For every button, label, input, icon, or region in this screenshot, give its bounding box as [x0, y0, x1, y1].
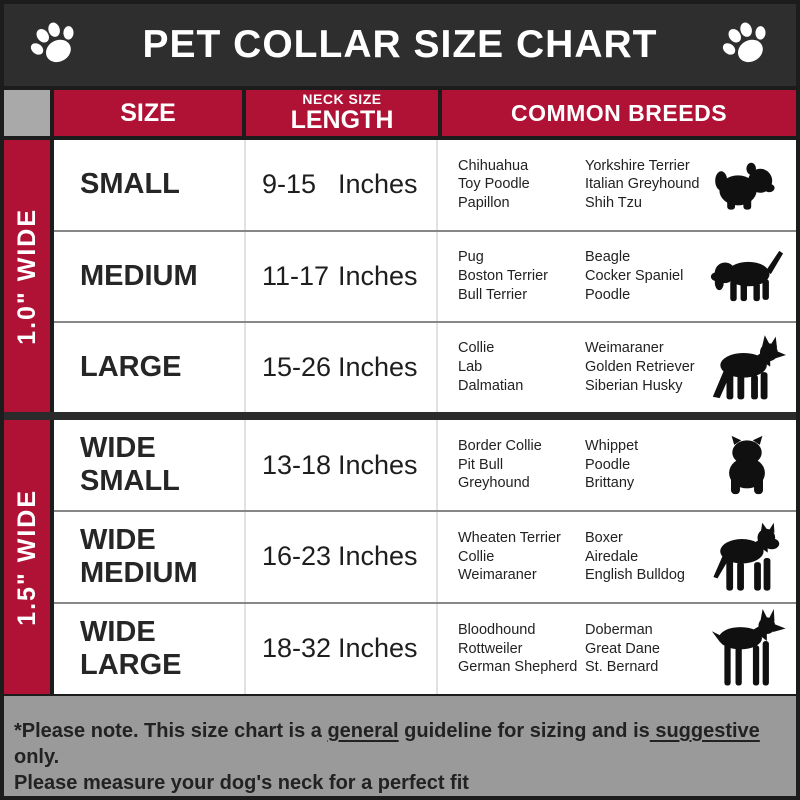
length-cell: 18-32 Inches [244, 603, 438, 694]
german-shepherd-icon [706, 331, 796, 405]
size-value: MEDIUM [80, 259, 198, 292]
beagle-icon [706, 247, 796, 305]
breeds-list-1: Pug Boston Terrier Bull Terrier [458, 248, 548, 303]
breeds-list-1: Wheaten Terrier Collie Weimaraner [458, 529, 561, 584]
length-label: LENGTH [290, 106, 394, 135]
neck-size-label: NECK SIZE [302, 91, 382, 108]
neck-range: 9-15 [262, 169, 317, 200]
table-row-wide-medium: WIDE MEDIUM 16-23 Inches Wheaten Terrier… [54, 510, 796, 602]
collar-group-1point5-inch: 1.5" WIDE WIDE SMALL 13-18 Inches Border… [4, 420, 796, 694]
size-cell: LARGE [54, 323, 244, 412]
length-cell: 9-15 Inches [244, 140, 438, 230]
table-row-large: LARGE 15-26 Inches Collie Lab Dalmatian … [54, 320, 796, 413]
group-width-label: 1.5" WIDE [12, 488, 41, 626]
breeds-list-2: Doberman Great Dane St. Bernard [585, 621, 660, 676]
corner-cell [4, 89, 50, 137]
breeds-cell: Wheaten Terrier Collie Weimaraner Boxer … [438, 512, 796, 602]
column-header-row: SIZE NECK SIZE LENGTH COMMON BREEDS [4, 89, 796, 137]
bulldog-icon [706, 434, 796, 496]
size-value: WIDE MEDIUM [80, 523, 198, 589]
breeds-list-1: Collie Lab Dalmatian [458, 340, 524, 395]
collar-group-1-inch: 1.0" WIDE SMALL 9-15 Inches Chihuahua To… [4, 140, 796, 413]
breeds-cell: Bloodhound Rottweiler German Shepherd Do… [438, 604, 796, 694]
breeds-list-2: Weimaraner Golden Retriever Siberian Hus… [585, 340, 695, 395]
length-cell: 11-17 Inches [244, 231, 438, 321]
chart-header: PET COLLAR SIZE CHART [4, 4, 796, 86]
column-header-length: NECK SIZE LENGTH [246, 89, 438, 137]
neck-unit: Inches [338, 541, 418, 572]
footer-note-line-2: Please measure your dog's neck for a per… [14, 771, 469, 794]
group-rows: WIDE SMALL 13-18 Inches Border Collie Pi… [54, 420, 796, 694]
table-row-small: SMALL 9-15 Inches Chihuahua Toy Poodle P… [54, 140, 796, 230]
column-header-size: SIZE [54, 89, 242, 137]
toy-dog-icon [706, 158, 796, 212]
paw-print-icon [30, 22, 74, 62]
page-title: PET COLLAR SIZE CHART [142, 22, 658, 66]
neck-unit: Inches [338, 169, 418, 200]
group-width-label: 1.0" WIDE [12, 207, 41, 345]
breeds-list-2: Whippet Poodle Brittany [585, 437, 639, 492]
group-width-band: 1.5" WIDE [4, 420, 50, 694]
column-header-breeds: COMMON BREEDS [442, 89, 796, 137]
note-text: only. [14, 745, 60, 768]
breeds-cell: Border Collie Pit Bull Greyhound Whippet… [438, 420, 796, 510]
neck-range: 18-32 [262, 633, 332, 664]
size-value: LARGE [80, 350, 182, 383]
breeds-list-1: Border Collie Pit Bull Greyhound [458, 437, 542, 492]
breeds-cell: Chihuahua Toy Poodle Papillon Yorkshire … [438, 140, 796, 229]
table-row-wide-small: WIDE SMALL 13-18 Inches Border Collie Pi… [54, 420, 796, 510]
note-text: *Please note. This size chart is a [14, 719, 328, 742]
size-cell: WIDE MEDIUM [54, 512, 244, 602]
size-value: SMALL [80, 168, 180, 201]
neck-unit: Inches [338, 633, 418, 664]
table-row-medium: MEDIUM 11-17 Inches Pug Boston Terrier B… [54, 229, 796, 321]
breeds-list-2: Boxer Airedale English Bulldog [585, 529, 685, 584]
doberman-icon [706, 603, 796, 695]
note-text: guideline for sizing and is [398, 719, 650, 742]
paw-print-icon [722, 22, 766, 62]
group-width-band: 1.0" WIDE [4, 140, 50, 413]
length-cell: 15-26 Inches [244, 322, 438, 413]
neck-unit: Inches [338, 352, 418, 383]
breeds-cell: Pug Boston Terrier Bull Terrier Beagle C… [438, 232, 796, 321]
length-cell: 16-23 Inches [244, 512, 438, 602]
breeds-list-2: Yorkshire Terrier Italian Greyhound Shih… [585, 157, 700, 212]
group-rows: SMALL 9-15 Inches Chihuahua Toy Poodle P… [54, 140, 796, 413]
size-cell: SMALL [54, 140, 244, 229]
footer-note-line-1: *Please note. This size chart is a gener… [14, 718, 788, 770]
size-cell: WIDE LARGE [54, 604, 244, 694]
size-value: WIDE SMALL [80, 431, 180, 497]
breeds-list-1: Chihuahua Toy Poodle Papillon [458, 157, 530, 212]
note-text-underlined: general [327, 719, 399, 742]
note-text-underlined: suggestive [649, 719, 760, 742]
size-cell: MEDIUM [54, 232, 244, 321]
breeds-list-2: Beagle Cocker Spaniel Poodle [585, 248, 684, 303]
breeds-cell: Collie Lab Dalmatian Weimaraner Golden R… [438, 323, 796, 412]
size-value: WIDE LARGE [80, 615, 182, 681]
length-cell: 13-18 Inches [244, 420, 438, 510]
neck-unit: Inches [338, 449, 418, 480]
neck-unit: Inches [338, 260, 418, 291]
neck-range: 13-18 [262, 449, 332, 480]
breeds-list-1: Bloodhound Rottweiler German Shepherd [458, 621, 578, 676]
pitbull-icon [706, 515, 796, 599]
neck-range: 15-26 [262, 352, 332, 383]
neck-range: 11-17 [262, 260, 330, 291]
table-row-wide-large: WIDE LARGE 18-32 Inches Bloodhound Rottw… [54, 601, 796, 694]
size-cell: WIDE SMALL [54, 420, 244, 510]
footer-note: *Please note. This size chart is a gener… [4, 695, 796, 796]
group-divider [4, 412, 796, 421]
neck-range: 16-23 [262, 541, 332, 572]
